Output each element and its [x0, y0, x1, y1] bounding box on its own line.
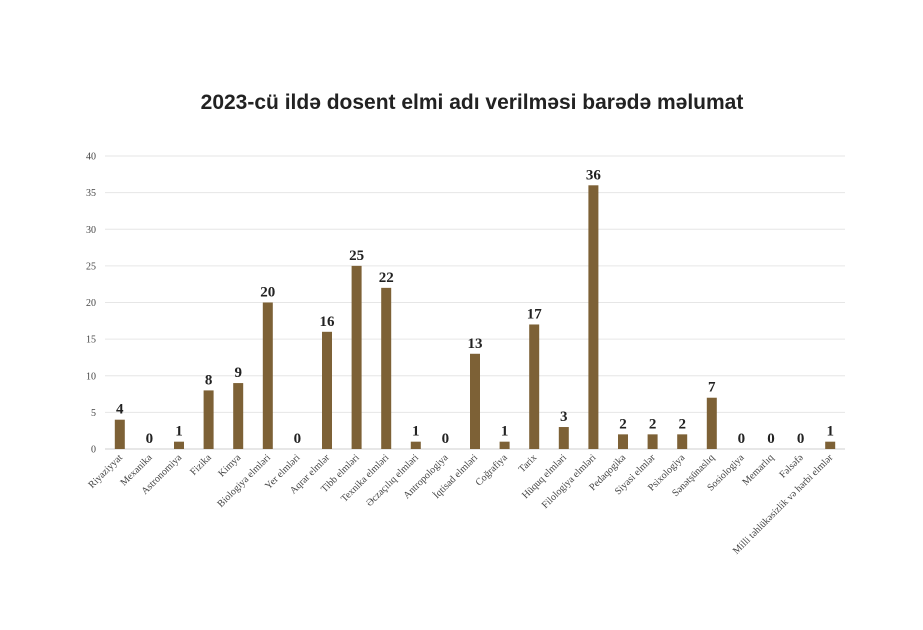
data-label: 1 — [412, 424, 420, 440]
data-label: 0 — [797, 431, 805, 447]
bar — [174, 441, 184, 449]
data-label: 22 — [379, 270, 394, 286]
data-label: 3 — [560, 409, 568, 425]
y-tick-label: 10 — [86, 371, 96, 382]
y-tick-label: 35 — [86, 188, 96, 199]
data-label: 7 — [708, 380, 716, 396]
data-label: 1 — [826, 424, 834, 440]
bar — [381, 287, 392, 449]
bar — [647, 434, 658, 449]
data-label: 36 — [586, 167, 602, 183]
data-label: 16 — [320, 314, 336, 330]
data-label: 1 — [501, 424, 509, 440]
x-tick-label: Fizika — [188, 452, 214, 478]
data-label: 0 — [294, 431, 302, 447]
bar — [470, 353, 480, 449]
chart-title: 2023-cü ildə dosent elmi adı verilməsi b… — [201, 91, 744, 114]
bar — [529, 324, 540, 449]
y-tick-label: 0 — [91, 445, 96, 456]
bar — [677, 434, 688, 449]
x-tick-label: Tarix — [517, 452, 540, 475]
bar — [233, 383, 244, 449]
x-tick-label: Biologiya elmləri — [215, 452, 273, 510]
data-label: 2 — [619, 416, 627, 432]
x-tick-label: Memarlıq — [740, 452, 776, 488]
data-label: 20 — [260, 285, 275, 301]
bar — [499, 441, 510, 449]
x-tick-label: Əczaçılıq elmləri — [364, 452, 421, 509]
y-tick-label: 25 — [86, 261, 96, 272]
data-label: 2 — [678, 416, 686, 432]
data-label: 17 — [527, 306, 543, 322]
bar — [203, 390, 214, 449]
data-label: 13 — [468, 336, 483, 352]
bar — [322, 331, 332, 449]
bar — [114, 419, 125, 449]
y-tick-label: 20 — [86, 298, 96, 309]
data-label: 0 — [442, 431, 450, 447]
x-tick-label: Coğrafiya — [474, 452, 510, 488]
bar — [825, 441, 836, 449]
data-label: 0 — [146, 431, 154, 447]
data-label: 25 — [349, 248, 364, 264]
bar — [706, 397, 717, 449]
bar — [558, 427, 569, 449]
bar — [262, 302, 273, 449]
data-label: 0 — [767, 431, 775, 447]
bar — [588, 185, 599, 450]
bar — [351, 265, 362, 449]
y-axis-ticks: 0 5 10 15 20 25 30 35 40 — [86, 152, 96, 456]
bars — [114, 185, 836, 450]
x-tick-label: Fəlsəfə — [778, 452, 807, 481]
y-tick-label: 15 — [86, 335, 96, 346]
data-label: 4 — [116, 402, 124, 418]
data-label: 8 — [205, 372, 213, 388]
y-tick-label: 30 — [86, 225, 96, 236]
bar — [410, 441, 421, 449]
data-label: 0 — [738, 431, 746, 447]
data-label: 2 — [649, 416, 657, 432]
data-label: 1 — [175, 424, 183, 440]
y-tick-label: 40 — [86, 152, 96, 163]
gridlines — [105, 155, 845, 450]
y-tick-label: 5 — [91, 408, 96, 419]
x-tick-label: Kimya — [216, 452, 243, 479]
bar — [618, 434, 628, 449]
x-tick-label: Riyaziyyat — [87, 452, 126, 491]
data-label: 9 — [234, 365, 242, 381]
